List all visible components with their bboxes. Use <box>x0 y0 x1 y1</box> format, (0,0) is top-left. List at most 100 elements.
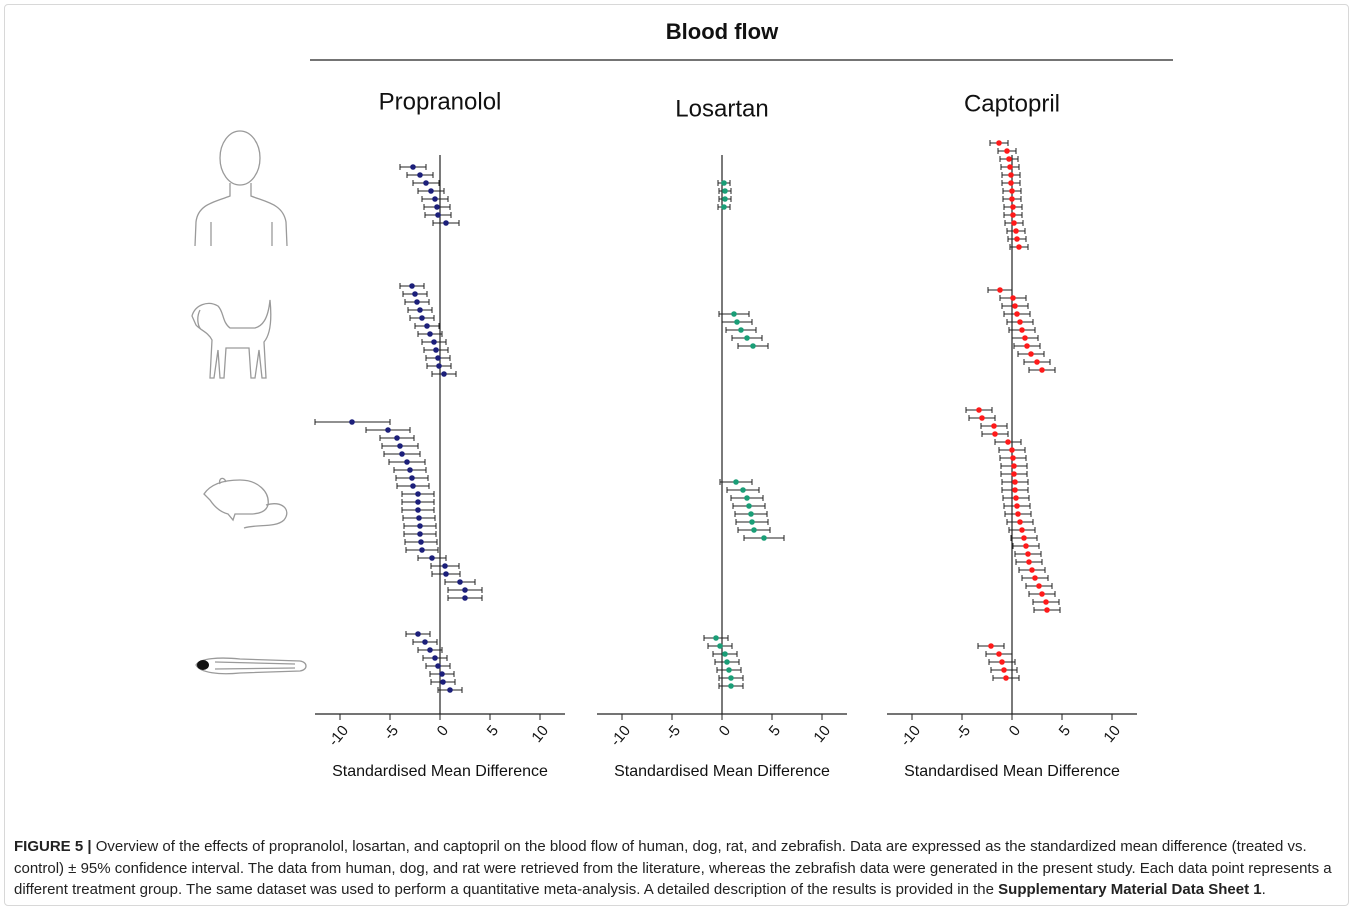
point <box>409 283 415 289</box>
figure-title: Blood flow <box>666 19 779 44</box>
point <box>433 347 439 353</box>
x-tick-label: -5 <box>381 722 403 743</box>
point <box>409 475 415 481</box>
point <box>744 495 750 501</box>
x-tick-label: 10 <box>528 722 552 746</box>
x-tick-label: 5 <box>766 722 784 739</box>
point <box>385 427 391 433</box>
point <box>722 651 728 657</box>
point <box>1012 303 1018 309</box>
point <box>1022 335 1028 341</box>
point <box>1039 591 1045 597</box>
x-tick-label: -10 <box>897 722 924 750</box>
point <box>442 563 448 569</box>
x-tick-label: 0 <box>1006 722 1024 739</box>
point <box>733 479 739 485</box>
point <box>721 180 727 186</box>
point <box>1009 188 1015 194</box>
point <box>441 371 447 377</box>
rat-icon <box>203 477 288 529</box>
point <box>427 331 433 337</box>
point <box>749 519 755 525</box>
point <box>1023 543 1029 549</box>
point <box>1014 311 1020 317</box>
point <box>988 643 994 649</box>
point <box>439 671 445 677</box>
point <box>1011 471 1017 477</box>
point <box>415 507 421 513</box>
point <box>744 335 750 341</box>
point <box>1009 196 1015 202</box>
chart: Blood flow Propranolol -10 -5 0 5 10 Standardi… <box>191 19 1173 780</box>
point <box>1011 220 1017 226</box>
point <box>1019 327 1025 333</box>
point <box>443 220 449 226</box>
x-tick-label: 0 <box>434 722 452 739</box>
point <box>1026 559 1032 565</box>
point <box>415 631 421 637</box>
point <box>1034 359 1040 365</box>
point <box>457 579 463 585</box>
point <box>738 327 744 333</box>
point <box>1007 164 1013 170</box>
point <box>1010 295 1016 301</box>
x-tick-label: 5 <box>1056 722 1074 739</box>
point <box>1015 511 1021 517</box>
caption-text: Overview of the effects of propranolol, … <box>14 838 1332 898</box>
point <box>431 339 437 345</box>
point <box>424 323 430 329</box>
point <box>434 204 440 210</box>
x-tick-label: 10 <box>1100 722 1124 746</box>
point <box>751 527 757 533</box>
point <box>435 212 441 218</box>
point <box>1008 180 1014 186</box>
x-tick-label: -5 <box>663 722 685 743</box>
point <box>419 547 425 553</box>
point <box>1013 495 1019 501</box>
caption-link: Supplementary Material Data Sheet 1 <box>998 881 1262 898</box>
point <box>1032 575 1038 581</box>
point <box>1036 583 1042 589</box>
point <box>415 491 421 497</box>
point <box>399 451 405 457</box>
point <box>1009 447 1015 453</box>
x-tick-label: -10 <box>607 722 634 750</box>
point <box>991 423 997 429</box>
point <box>1004 148 1010 154</box>
dog-icon <box>191 299 272 379</box>
point <box>979 415 985 421</box>
point <box>997 287 1003 293</box>
point <box>999 659 1005 665</box>
point <box>419 315 425 321</box>
point <box>1013 228 1019 234</box>
point <box>1014 236 1020 242</box>
point <box>1021 535 1027 541</box>
point <box>1044 607 1050 613</box>
point <box>417 172 423 178</box>
point <box>414 299 420 305</box>
point <box>740 487 746 493</box>
point <box>349 419 355 425</box>
point <box>731 311 737 317</box>
point <box>422 639 428 645</box>
point <box>428 188 434 194</box>
point <box>1017 519 1023 525</box>
point <box>748 511 754 517</box>
point <box>1010 204 1016 210</box>
point <box>1010 455 1016 461</box>
point <box>416 515 422 521</box>
caption-end: . <box>1261 881 1266 898</box>
point <box>417 531 423 537</box>
point <box>1043 599 1049 605</box>
point <box>447 687 453 693</box>
point <box>412 291 418 297</box>
point <box>728 683 734 689</box>
point <box>407 467 413 473</box>
point <box>1017 319 1023 325</box>
point <box>429 555 435 561</box>
panel-title: Losartan <box>675 95 768 122</box>
fish-eye <box>197 660 209 670</box>
point <box>1006 156 1012 162</box>
figure-caption: FIGURE 5 | Overview of the effects of pr… <box>14 836 1339 901</box>
